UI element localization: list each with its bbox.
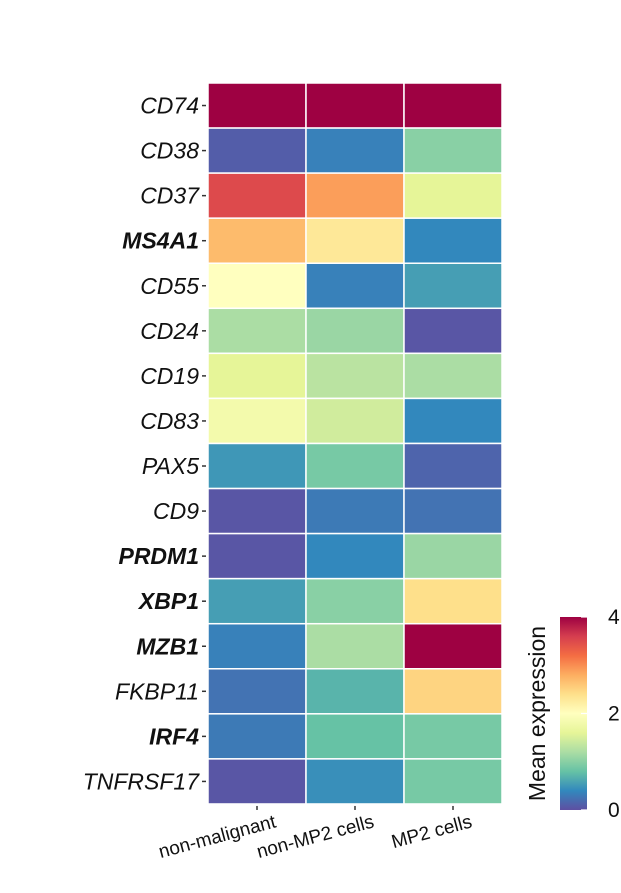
heatmap-cell xyxy=(207,217,307,264)
row-label: TNFRSF17 xyxy=(83,768,201,794)
row-label: CD74 xyxy=(140,93,199,119)
heatmap-cell xyxy=(403,442,503,490)
heatmap-cell xyxy=(305,713,405,760)
heatmap-cell xyxy=(207,532,307,580)
heatmap-cell xyxy=(305,532,405,580)
row-label: CD9 xyxy=(153,498,199,524)
heatmap-cell xyxy=(403,127,503,174)
row-label: MS4A1 xyxy=(122,228,199,254)
heatmap-cell xyxy=(305,352,405,400)
heatmap-cell xyxy=(207,758,307,805)
heatmap-cell xyxy=(305,82,405,129)
row-label: XBP1 xyxy=(137,588,199,614)
heatmap-cell xyxy=(403,217,503,264)
heatmap-cell xyxy=(207,577,307,625)
heatmap-cell xyxy=(207,307,307,355)
row-label: CD83 xyxy=(140,408,199,434)
heatmap-cell xyxy=(207,622,307,670)
heatmap-cell xyxy=(403,532,503,580)
heatmap-cell xyxy=(305,172,405,219)
heatmap-cell xyxy=(305,262,405,310)
heatmap-cell xyxy=(403,668,503,715)
colorbar-tick-label: 0 xyxy=(608,799,620,822)
heatmap-cell xyxy=(207,172,307,219)
heatmap-cell xyxy=(305,622,405,670)
row-label: MZB1 xyxy=(136,633,199,659)
heatmap-cell xyxy=(207,262,307,310)
heatmap-cell xyxy=(403,307,503,355)
heatmap-cells xyxy=(207,82,503,805)
heatmap-cell xyxy=(403,758,503,805)
row-label: PAX5 xyxy=(142,453,199,479)
heatmap-cell xyxy=(305,487,405,535)
heatmap-cell xyxy=(305,442,405,490)
colorbar-title: Mean expression xyxy=(524,626,550,801)
heatmap-cell xyxy=(403,487,503,535)
row-label: IRF4 xyxy=(149,723,199,749)
row-label: CD37 xyxy=(140,183,200,209)
heatmap-cell xyxy=(305,307,405,355)
colorbar-legend: Mean expression 0 2 4 xyxy=(524,606,620,822)
heatmap-cell xyxy=(403,82,503,129)
heatmap-cell xyxy=(207,82,307,129)
heatmap-cell xyxy=(305,217,405,264)
row-labels: CD74 CD38 CD37 MS4A1 CD55 CD24 CD19 CD83 PAX5 CD9… xyxy=(83,93,206,794)
row-label: CD19 xyxy=(140,363,199,389)
row-label: CD55 xyxy=(140,273,199,299)
heatmap-cell xyxy=(207,127,307,174)
row-label: CD38 xyxy=(140,138,199,164)
heatmap-cell xyxy=(207,668,307,715)
colorbar-tick-label: 4 xyxy=(608,606,620,629)
heatmap-cell xyxy=(403,262,503,310)
heatmap-cell xyxy=(207,487,307,535)
row-label: FKBP11 xyxy=(115,678,199,704)
heatmap-cell xyxy=(305,577,405,625)
heatmap-cell xyxy=(403,397,503,445)
heatmap-cell xyxy=(403,577,503,625)
row-label: CD24 xyxy=(140,318,199,344)
colorbar-ticks: 0 2 4 xyxy=(581,606,620,822)
heatmap-cell xyxy=(305,758,405,805)
heatmap-cell xyxy=(207,442,307,490)
heatmap-cell xyxy=(207,713,307,760)
colorbar-tick-label: 2 xyxy=(608,703,620,726)
heatmap-cell xyxy=(403,172,503,219)
column-label: MP2 cells xyxy=(389,812,474,854)
heatmap-cell xyxy=(403,622,503,670)
heatmap-cell xyxy=(305,127,405,174)
heatmap-cell xyxy=(207,397,307,445)
heatmap-cell xyxy=(305,397,405,445)
heatmap-cell xyxy=(305,668,405,715)
heatmap-cell xyxy=(403,713,503,760)
heatmap-cell xyxy=(403,352,503,400)
heatmap-cell xyxy=(207,352,307,400)
row-label: PRDM1 xyxy=(118,543,199,569)
